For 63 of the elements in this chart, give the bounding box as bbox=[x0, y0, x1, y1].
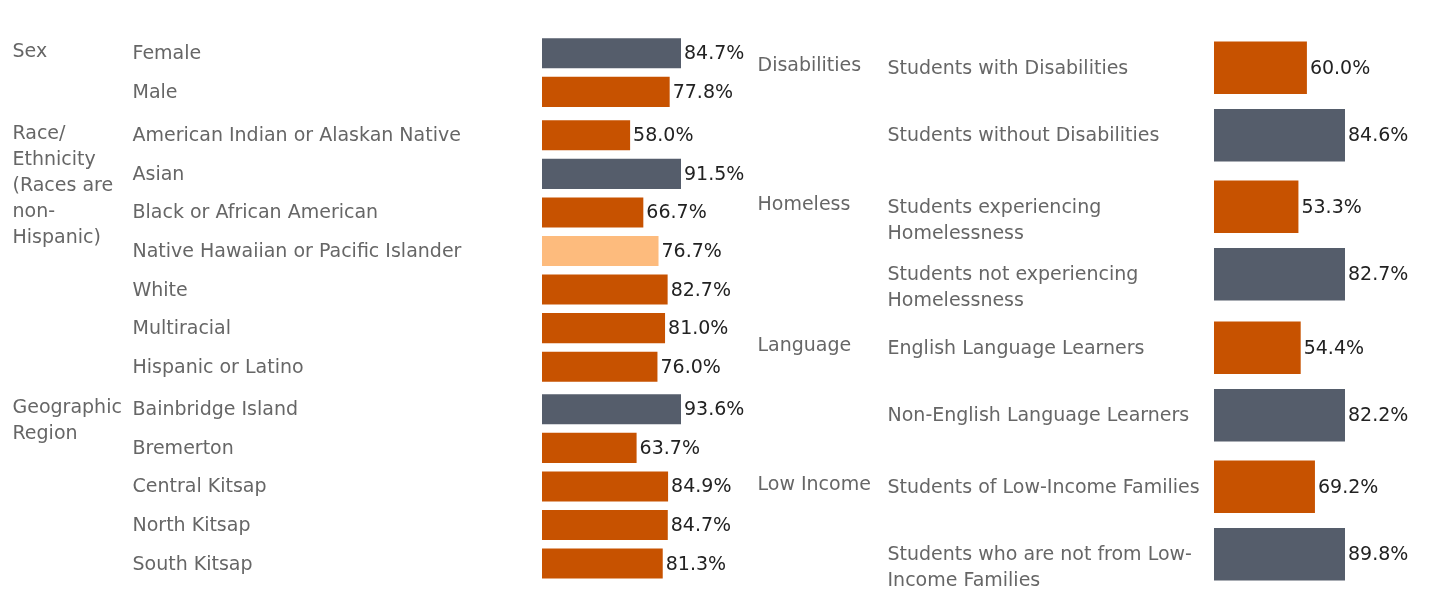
bar bbox=[542, 235, 659, 267]
y-axis-title: Disabilities bbox=[757, 53, 862, 76]
data-label: 60.0% bbox=[1309, 55, 1371, 78]
data-label: 84.9% bbox=[671, 474, 732, 497]
data-label: 81.3% bbox=[665, 551, 727, 574]
data-label: 77.8% bbox=[672, 79, 734, 102]
y-tick-label: Students not experiencing Homelessness bbox=[887, 262, 1139, 311]
data-label: 58.0% bbox=[633, 123, 694, 146]
y-tick-label: Bremerton bbox=[132, 435, 234, 458]
y-tick-label: English Language Learners bbox=[887, 335, 1145, 358]
data-label: 89.8% bbox=[1348, 542, 1409, 565]
y-tick-label: Female bbox=[132, 41, 202, 64]
y-tick-label: Black or African American bbox=[132, 200, 379, 223]
bar bbox=[542, 394, 681, 425]
data-label: 54.4% bbox=[1303, 335, 1365, 358]
y-tick-label: North Kitsap bbox=[132, 513, 251, 535]
bar bbox=[542, 313, 666, 344]
data-label: 69.2% bbox=[1317, 474, 1379, 497]
y-tick-label: South Kitsap bbox=[132, 551, 253, 574]
data-label: 81.0% bbox=[668, 316, 729, 339]
data-label: 93.6% bbox=[684, 397, 745, 420]
data-label: 84.7% bbox=[670, 513, 732, 535]
y-axis-title: Race/ Ethnicity (Races are non-Hispanic) bbox=[12, 120, 114, 247]
y-axis-title: Low Income bbox=[757, 472, 871, 495]
y-axis-title: Homeless bbox=[757, 192, 851, 215]
data-label: 82.7% bbox=[1348, 262, 1409, 285]
data-label: 91.5% bbox=[684, 161, 745, 184]
bar bbox=[542, 548, 663, 579]
bar bbox=[542, 158, 681, 189]
data-label: 53.3% bbox=[1301, 194, 1362, 217]
y-tick-label: Students of Low-Income Families bbox=[887, 474, 1200, 497]
bar bbox=[542, 197, 644, 228]
y-tick-label: Students who are not from Low-Income Families bbox=[887, 542, 1192, 589]
data-label: 76.7% bbox=[661, 239, 722, 261]
y-tick-label: Non-English Language Learners bbox=[887, 403, 1190, 426]
data-label: 84.6% bbox=[1348, 123, 1409, 146]
y-tick-label: Native Hawaiian or Pacific Islander bbox=[132, 239, 462, 261]
y-tick-label: Students with Disabilities bbox=[887, 55, 1129, 78]
y-tick-label: Hispanic or Latino bbox=[132, 354, 304, 377]
data-label: 82.2% bbox=[1348, 403, 1409, 426]
y-tick-label: American Indian or Alaskan Native bbox=[132, 123, 461, 146]
y-tick-label: Students experiencing Homelessness bbox=[887, 194, 1102, 243]
bar bbox=[542, 120, 631, 151]
bar bbox=[542, 351, 658, 382]
y-tick-label: Asian bbox=[132, 161, 185, 184]
bar bbox=[542, 471, 669, 502]
y-tick-label: White bbox=[132, 277, 188, 300]
data-label: 84.7% bbox=[684, 41, 745, 64]
data-label: 63.7% bbox=[639, 435, 700, 458]
bar bbox=[542, 274, 668, 305]
y-axis-title: Geographic Region bbox=[12, 394, 122, 443]
y-axis-title: Language bbox=[757, 333, 852, 356]
y-tick-label: Bainbridge Island bbox=[132, 397, 299, 420]
bar bbox=[542, 432, 637, 463]
y-tick-label: Male bbox=[132, 79, 178, 102]
y-tick-label: Central Kitsap bbox=[132, 474, 267, 497]
y-tick-label: Multiracial bbox=[132, 316, 232, 339]
bar bbox=[542, 509, 668, 541]
y-axis-title: Sex bbox=[12, 38, 48, 61]
data-label: 82.7% bbox=[670, 277, 731, 300]
data-label: 66.7% bbox=[646, 200, 707, 223]
data-label: 76.0% bbox=[660, 354, 721, 377]
y-tick-label: Students without Disabilities bbox=[887, 123, 1160, 146]
